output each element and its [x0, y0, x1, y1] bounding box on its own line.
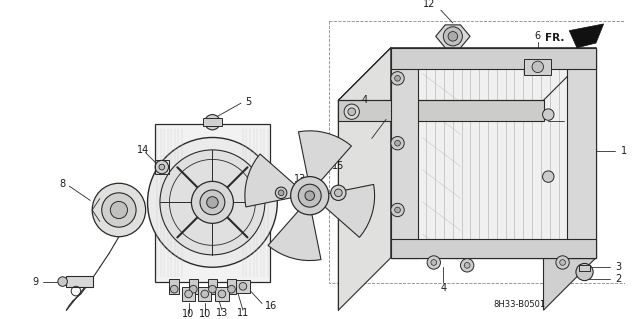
- Circle shape: [395, 140, 401, 146]
- Circle shape: [298, 184, 321, 207]
- Text: 14: 14: [136, 145, 149, 155]
- Bar: [227, 279, 236, 294]
- Circle shape: [239, 283, 247, 290]
- Circle shape: [556, 256, 569, 269]
- Circle shape: [444, 27, 463, 46]
- Polygon shape: [339, 100, 543, 121]
- Polygon shape: [268, 207, 321, 261]
- Bar: [189, 279, 198, 294]
- Circle shape: [185, 290, 193, 298]
- Text: 6: 6: [534, 31, 541, 41]
- Text: 2: 2: [615, 274, 621, 284]
- Circle shape: [189, 286, 197, 293]
- Bar: [198, 287, 211, 300]
- Polygon shape: [391, 239, 596, 258]
- Text: 3: 3: [615, 262, 621, 272]
- Circle shape: [344, 104, 359, 119]
- Text: 16: 16: [265, 301, 277, 311]
- Circle shape: [543, 171, 554, 182]
- Bar: [215, 287, 228, 300]
- Bar: [236, 280, 250, 293]
- Bar: [579, 265, 590, 271]
- Bar: [524, 59, 551, 75]
- Bar: [207, 279, 217, 294]
- Text: 10: 10: [198, 309, 211, 319]
- Circle shape: [331, 185, 346, 200]
- Circle shape: [427, 256, 440, 269]
- Circle shape: [560, 260, 566, 265]
- Text: 13: 13: [294, 174, 306, 184]
- Circle shape: [275, 187, 287, 198]
- Circle shape: [391, 137, 404, 150]
- Circle shape: [348, 108, 356, 115]
- Circle shape: [218, 290, 226, 298]
- Circle shape: [110, 201, 127, 219]
- Bar: [170, 279, 179, 294]
- Text: 4: 4: [362, 95, 368, 105]
- Circle shape: [102, 193, 136, 227]
- Text: 4: 4: [440, 283, 446, 293]
- Circle shape: [159, 164, 164, 170]
- Circle shape: [305, 191, 314, 200]
- Text: 15: 15: [332, 161, 344, 171]
- Circle shape: [395, 76, 401, 81]
- Polygon shape: [298, 131, 351, 184]
- Text: 1: 1: [621, 146, 627, 156]
- Text: 12: 12: [423, 0, 436, 9]
- Polygon shape: [391, 48, 596, 69]
- Polygon shape: [543, 48, 596, 310]
- Circle shape: [291, 177, 329, 215]
- Text: 13: 13: [216, 308, 228, 318]
- Bar: [67, 276, 93, 287]
- Circle shape: [160, 150, 265, 255]
- Circle shape: [205, 115, 220, 130]
- Circle shape: [391, 72, 404, 85]
- Polygon shape: [245, 154, 298, 207]
- Circle shape: [335, 189, 342, 197]
- Circle shape: [148, 137, 277, 267]
- Bar: [329, 21, 625, 284]
- Polygon shape: [569, 24, 604, 48]
- Bar: [391, 48, 596, 258]
- Circle shape: [391, 203, 404, 217]
- Polygon shape: [321, 184, 374, 237]
- Text: 8H33-B0501: 8H33-B0501: [493, 300, 546, 309]
- Circle shape: [431, 260, 436, 265]
- Bar: [155, 160, 168, 174]
- Circle shape: [464, 263, 470, 268]
- Circle shape: [543, 109, 554, 120]
- Text: 4: 4: [569, 116, 575, 126]
- Circle shape: [200, 190, 225, 215]
- Circle shape: [228, 286, 236, 293]
- Bar: [203, 118, 222, 126]
- Polygon shape: [391, 48, 417, 258]
- Polygon shape: [436, 25, 470, 48]
- Circle shape: [209, 286, 216, 293]
- Circle shape: [532, 61, 543, 73]
- Circle shape: [191, 182, 234, 223]
- Circle shape: [278, 190, 284, 196]
- Polygon shape: [339, 48, 391, 310]
- Circle shape: [201, 290, 209, 298]
- Bar: [155, 124, 269, 282]
- Circle shape: [395, 207, 401, 213]
- Circle shape: [170, 286, 178, 293]
- Text: 5: 5: [245, 97, 251, 107]
- Text: 8: 8: [60, 179, 65, 189]
- Text: 10: 10: [182, 309, 195, 319]
- Circle shape: [92, 183, 146, 237]
- Text: 7: 7: [389, 110, 395, 121]
- Text: FR.: FR.: [545, 33, 564, 43]
- Polygon shape: [339, 48, 596, 100]
- Bar: [182, 287, 195, 300]
- Circle shape: [448, 32, 458, 41]
- Text: 11: 11: [237, 308, 249, 318]
- Text: 9: 9: [33, 277, 39, 286]
- Circle shape: [155, 160, 168, 174]
- Circle shape: [207, 197, 218, 208]
- Circle shape: [576, 263, 593, 281]
- Polygon shape: [568, 48, 596, 258]
- Circle shape: [58, 277, 67, 286]
- Circle shape: [461, 259, 474, 272]
